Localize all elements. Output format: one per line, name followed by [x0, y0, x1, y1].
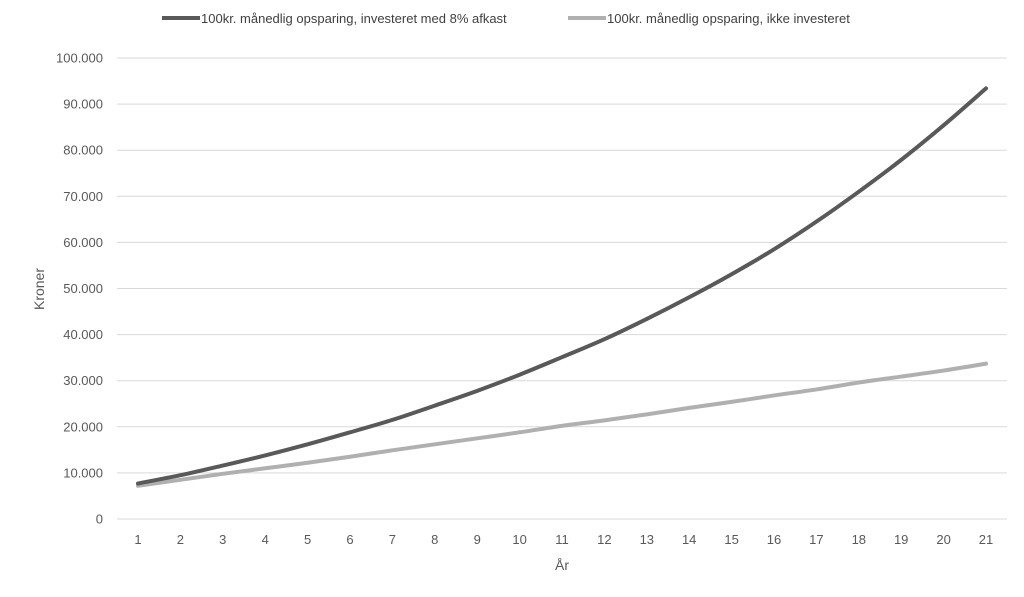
legend: 100kr. månedlig opsparing, investeret me… [162, 11, 850, 26]
x-tick-label: 9 [474, 532, 481, 547]
x-tick-label: 15 [724, 532, 738, 547]
x-tick-label: 12 [597, 532, 611, 547]
y-axis-tick-labels: 0 10.000 20.000 30.000 40.000 50.000 60.000 70.… [56, 51, 103, 527]
y-tick-label: 90.000 [63, 97, 103, 112]
x-tick-label: 10 [512, 532, 526, 547]
y-tick-label: 10.000 [63, 465, 103, 480]
x-tick-label: 20 [936, 532, 950, 547]
x-tick-label: 7 [389, 532, 396, 547]
x-axis-title: År [555, 557, 569, 573]
x-tick-label: 1 [134, 532, 141, 547]
y-tick-label: 60.000 [63, 235, 103, 250]
x-tick-label: 3 [219, 532, 226, 547]
y-tick-label: 80.000 [63, 143, 103, 158]
series-line-ikke-investeret [136, 361, 988, 488]
y-axis-title: Kroner [31, 268, 47, 310]
x-tick-label: 2 [177, 532, 184, 547]
series-line-investeret [136, 86, 988, 486]
y-tick-label: 20.000 [63, 419, 103, 434]
x-tick-label: 5 [304, 532, 311, 547]
y-tick-label: 40.000 [63, 327, 103, 342]
x-axis-tick-labels: 1 2 3 4 5 6 7 8 9 10 11 12 13 14 15 16 17 18 19 20 21 [134, 532, 993, 547]
legend-label-investeret: 100kr. månedlig opsparing, investeret me… [201, 11, 507, 26]
x-tick-label: 11 [555, 532, 569, 547]
x-tick-label: 19 [894, 532, 908, 547]
y-tick-label: 50.000 [63, 281, 103, 296]
x-tick-label: 13 [640, 532, 654, 547]
y-tick-label: 70.000 [63, 189, 103, 204]
y-tick-label: 0 [96, 512, 103, 527]
x-tick-label: 6 [346, 532, 353, 547]
x-tick-label: 16 [767, 532, 781, 547]
y-tick-label: 100.000 [56, 51, 103, 66]
legend-label-ikke-investeret: 100kr. månedlig opsparing, ikke invester… [607, 11, 850, 26]
x-tick-label: 8 [431, 532, 438, 547]
x-tick-label: 21 [979, 532, 993, 547]
x-tick-label: 17 [809, 532, 823, 547]
x-tick-label: 14 [682, 532, 696, 547]
series-lines [136, 86, 988, 488]
x-tick-label: 18 [852, 532, 866, 547]
gridlines [117, 57, 1007, 520]
y-tick-label: 30.000 [63, 373, 103, 388]
x-tick-label: 4 [262, 532, 269, 547]
